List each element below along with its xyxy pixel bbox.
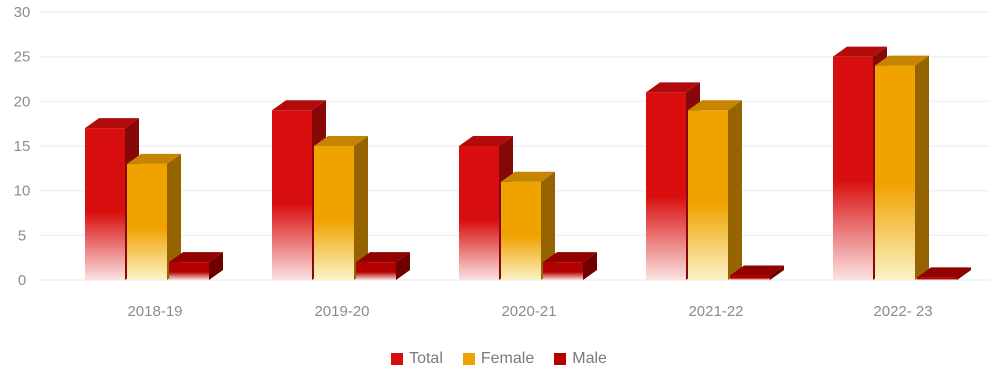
- bar-side: [770, 265, 784, 280]
- bar-side: [583, 252, 597, 280]
- bar-male: [730, 265, 784, 280]
- bar-male: [356, 252, 410, 280]
- bar-top: [730, 265, 784, 276]
- y-tick-label: 10: [14, 183, 31, 200]
- bar-top: [85, 118, 139, 129]
- legend-item-total: Total: [391, 350, 443, 368]
- bar-front: [730, 275, 770, 280]
- bar-side: [209, 252, 223, 280]
- bar-front: [875, 65, 915, 280]
- bar-top: [833, 46, 887, 57]
- bar-top: [356, 252, 410, 263]
- x-category-label: 2018-19: [127, 303, 182, 320]
- x-axis-labels: 2018-19 2019-20 2020-21 2021-22 2022- 23: [127, 303, 932, 320]
- bar-male: [169, 252, 223, 280]
- bar-side: [915, 55, 929, 280]
- bar-front: [917, 277, 957, 280]
- bar-front: [688, 110, 728, 281]
- bar-top: [501, 171, 555, 182]
- legend-label-male: Male: [572, 350, 607, 367]
- bar-female: [688, 100, 742, 281]
- bar-side: [728, 100, 742, 281]
- bar-side: [957, 267, 971, 280]
- bar-top: [314, 136, 368, 146]
- legend-label-total: Total: [409, 350, 443, 367]
- bar-top: [646, 82, 700, 93]
- x-category-label: 2019-20: [314, 303, 369, 320]
- y-axis-ticks: 0 5 10 15 20 25 30: [14, 4, 31, 289]
- bar-side: [396, 252, 410, 280]
- bar-top: [169, 252, 223, 263]
- y-tick-label: 5: [18, 227, 26, 244]
- legend-swatch-total: [391, 353, 404, 365]
- bar-top: [917, 267, 971, 278]
- y-tick-label: 20: [14, 93, 31, 110]
- y-tick-label: 30: [14, 4, 31, 21]
- bar-side: [354, 136, 368, 280]
- legend: Total Female Male: [0, 350, 998, 368]
- x-category-label: 2021-22: [688, 303, 743, 320]
- bar-front: [85, 128, 125, 280]
- legend-label-female: Female: [480, 350, 535, 367]
- bar-front: [833, 56, 873, 280]
- legend-item-male: Male: [554, 350, 607, 368]
- bar-top: [127, 153, 181, 164]
- legend-swatch-male: [554, 353, 567, 365]
- bar-top: [543, 252, 597, 263]
- bar-side: [541, 171, 555, 280]
- bar-front: [127, 163, 167, 280]
- x-category-label: 2020-21: [501, 303, 556, 320]
- bars: [85, 46, 971, 281]
- bar-female: [127, 153, 181, 280]
- y-tick-label: 25: [14, 49, 31, 66]
- bar-top: [688, 100, 742, 111]
- bar-top: [459, 136, 513, 146]
- legend-swatch-female: [462, 353, 475, 365]
- bar-female: [314, 136, 368, 280]
- bar-front: [169, 262, 209, 280]
- bar-front: [272, 110, 312, 281]
- bar-side: [167, 153, 181, 280]
- bar-front: [543, 262, 583, 280]
- x-category-label: 2022- 23: [873, 303, 932, 320]
- bar-front: [501, 181, 541, 280]
- bar-top: [875, 55, 929, 66]
- bar-front: [356, 262, 396, 280]
- bar-male: [917, 267, 971, 280]
- y-tick-label: 15: [14, 138, 31, 155]
- bar-front: [459, 146, 499, 280]
- bar-top: [272, 100, 326, 111]
- bar-female: [875, 55, 929, 280]
- bar-male: [543, 252, 597, 280]
- bar-female: [501, 171, 555, 280]
- bar-front: [314, 146, 354, 280]
- bar-front: [646, 92, 686, 281]
- legend-item-female: Female: [462, 350, 535, 368]
- y-tick-label: 0: [18, 272, 26, 289]
